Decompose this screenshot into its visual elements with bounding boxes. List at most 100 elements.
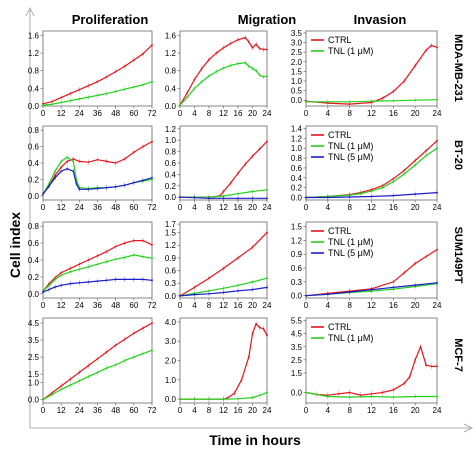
x-tick-label: 72 — [148, 406, 157, 415]
panel-3: 0 12 24 36 48 60 72 0.0 0.2 0.4 0.6 0.8 — [28, 125, 157, 212]
y-tick-label: 1.5 — [291, 223, 303, 232]
data-point — [78, 380, 81, 382]
x-tick-label: 36 — [93, 301, 102, 310]
data-point — [60, 284, 63, 287]
y-tick-label: 0.0 — [291, 194, 303, 203]
x-tick-label: 4 — [192, 109, 197, 118]
legend-label: TNL (1 μM) — [328, 46, 373, 56]
data-point — [348, 391, 351, 394]
data-point — [114, 363, 117, 366]
data-point — [151, 322, 153, 324]
data-point — [96, 357, 99, 360]
data-point — [54, 278, 57, 281]
data-point — [255, 69, 258, 72]
data-point — [326, 293, 329, 296]
data-point — [87, 96, 90, 99]
data-point — [392, 280, 395, 283]
panel-6: 0 12 24 36 48 60 72 0.0 0.2 0.4 0.6 0.8 — [28, 221, 157, 310]
data-point — [381, 97, 384, 100]
x-tick-label: 12 — [57, 203, 66, 212]
data-point — [123, 242, 126, 245]
y-tick-label: 0.6 — [28, 239, 40, 248]
series-line — [42, 278, 153, 293]
data-point — [87, 161, 90, 164]
data-point — [208, 75, 210, 77]
data-point — [247, 355, 250, 358]
x-tick-label: 24 — [263, 203, 272, 212]
y-tick-label: 0.2 — [165, 182, 177, 191]
x-tick-label: 16 — [389, 203, 398, 212]
data-point — [114, 90, 117, 93]
data-point — [237, 284, 239, 287]
y-tick-label: 0.2 — [28, 273, 40, 282]
series-line — [42, 240, 153, 292]
y-tick-label: 0.0 — [291, 96, 303, 105]
x-tick-label: 8 — [207, 203, 212, 212]
data-point — [87, 281, 90, 283]
panel-0: 0 12 24 36 48 60 72 0.0 0.4 0.8 1.2 1.6 — [28, 30, 157, 118]
y-tick-label: 0.8 — [28, 222, 40, 231]
data-point — [142, 255, 144, 258]
x-tick-label: 48 — [111, 301, 120, 310]
y-tick-label: 0.4 — [28, 159, 40, 168]
data-point — [78, 281, 81, 284]
data-point — [193, 196, 196, 199]
x-tick-label: 4 — [192, 406, 197, 415]
data-point — [54, 286, 57, 288]
data-point — [96, 158, 99, 161]
data-point — [266, 391, 268, 394]
x-tick-label: 20 — [411, 406, 420, 415]
data-point — [151, 140, 153, 143]
data-point — [348, 396, 351, 399]
panel-10: 0 4 8 12 16 20 24 0.0 1.0 2.0 3.0 4.0 — [165, 317, 272, 415]
data-point — [208, 277, 210, 280]
data-point — [87, 265, 90, 268]
data-point — [72, 160, 75, 163]
y-tick-label: 0.0 — [28, 192, 40, 201]
data-point — [179, 196, 181, 199]
x-tick-label: 16 — [234, 203, 243, 212]
x-tick-label: 72 — [148, 109, 157, 118]
data-point — [215, 70, 218, 73]
y-tick-label: 3.0 — [291, 39, 303, 48]
data-point — [69, 270, 72, 273]
panel-2: 0 4 8 12 16 20 24 0.00.51.01.52.02.53.03.5 CTRLT… — [291, 29, 442, 118]
data-point — [78, 268, 81, 271]
x-tick-label: 12 — [219, 406, 228, 415]
x-tick-label: 0 — [304, 301, 309, 310]
x-tick-label: 24 — [263, 406, 272, 415]
y-tick-label: 0.3 — [291, 278, 303, 287]
data-point — [251, 155, 254, 158]
x-tick-label: 8 — [207, 109, 212, 118]
data-point — [60, 160, 63, 163]
chart-panels: 0 12 24 36 48 60 720.00.40.81.21.60 4 8 12 16 20 240… — [28, 29, 442, 415]
data-point — [403, 80, 406, 82]
data-point — [179, 104, 181, 107]
y-tick-label: 0.0 — [291, 389, 303, 398]
data-point — [436, 98, 438, 101]
y-tick-label: 1.0 — [165, 376, 177, 385]
data-point — [60, 166, 63, 169]
data-point — [414, 395, 417, 398]
data-point — [305, 294, 307, 297]
x-tick-label: 24 — [433, 406, 442, 415]
x-tick-label: 12 — [57, 301, 66, 310]
data-point — [123, 184, 126, 187]
panel-1: 0 4 8 12 16 20 24 0.0 0.4 0.8 1.2 1.6 — [165, 30, 272, 118]
x-tick-label: 24 — [433, 301, 442, 310]
x-tick-label: 60 — [129, 203, 138, 212]
data-point — [123, 359, 126, 362]
data-point — [60, 96, 63, 99]
data-point — [105, 351, 108, 353]
col-title-proliferation: Proliferation — [72, 12, 149, 27]
y-tick-label: 0.9 — [291, 250, 303, 259]
data-point — [251, 288, 254, 291]
data-point — [200, 80, 203, 83]
data-point — [222, 197, 225, 200]
legend-label: CTRL — [328, 130, 352, 140]
data-point — [237, 397, 239, 400]
data-point — [251, 332, 254, 335]
x-tick-label: 12 — [367, 203, 376, 212]
